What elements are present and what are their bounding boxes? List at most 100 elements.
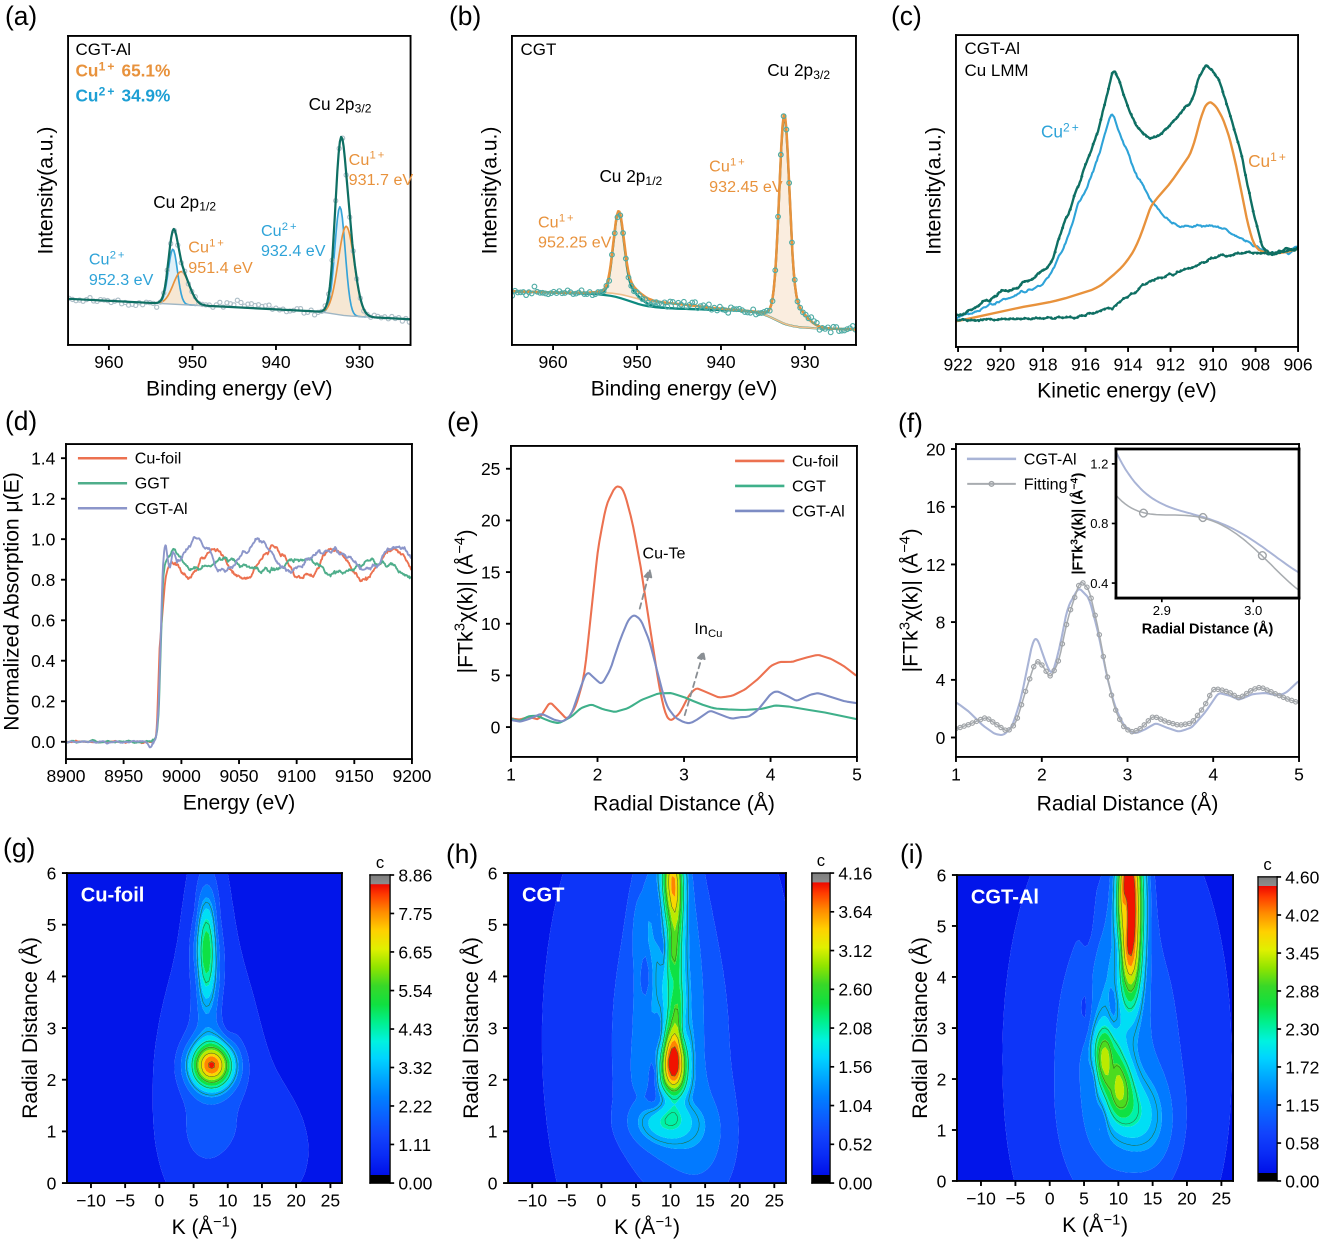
svg-text:918: 918 [1028,354,1057,374]
svg-text:6.65: 6.65 [398,942,432,962]
svg-text:Fitting: Fitting [1024,476,1068,494]
svg-text:Intensity(a.u.): Intensity(a.u.) [922,127,945,255]
svg-text:(a): (a) [5,1,37,31]
svg-text:950: 950 [622,352,651,372]
svg-text:−10: −10 [517,1190,547,1210]
svg-text:9150: 9150 [335,766,374,786]
svg-text:Cu-foil: Cu-foil [135,450,182,468]
svg-text:20: 20 [481,511,501,531]
svg-text:914: 914 [1113,354,1142,374]
svg-text:5: 5 [937,916,947,936]
svg-text:4.60: 4.60 [1285,867,1319,887]
svg-text:20: 20 [926,439,946,459]
svg-text:0: 0 [154,1190,164,1210]
svg-text:916: 916 [1071,354,1100,374]
svg-text:CGT: CGT [522,885,565,907]
svg-text:0.8: 0.8 [1090,516,1108,531]
svg-text:| F T k: | F T k χ ( k ) | ( Å ) 3 − 4 [890,523,923,673]
svg-text:Normalized Absorption μ(E): Normalized Absorption μ(E) [0,472,23,731]
svg-text:8: 8 [936,612,946,632]
svg-text:906: 906 [1283,354,1312,374]
svg-text:1.15: 1.15 [1285,1095,1319,1115]
svg-text:−10: −10 [76,1190,106,1210]
svg-text:0.6: 0.6 [31,611,55,631]
svg-text:CGT-Al: CGT-Al [792,503,845,521]
svg-text:4: 4 [488,967,498,987]
svg-text:15: 15 [1143,1188,1162,1208]
svg-text:C u 1 +: C u 1 + [1248,141,1286,172]
svg-text:C u 1 +: C u 1 + [709,146,745,177]
svg-text:0: 0 [491,717,501,737]
svg-text:9050: 9050 [220,766,259,786]
svg-text:3: 3 [937,1018,947,1038]
svg-text:3: 3 [1123,764,1133,784]
svg-text:GGT: GGT [135,475,170,493]
svg-text:6: 6 [488,863,498,883]
svg-text:0.0: 0.0 [31,732,56,752]
svg-text:16: 16 [926,497,945,517]
svg-text:1.04: 1.04 [838,1096,872,1116]
svg-text:CGT: CGT [792,478,826,496]
svg-text:20: 20 [1177,1188,1197,1208]
svg-text:25: 25 [765,1190,784,1210]
svg-text:c: c [1263,855,1271,874]
svg-text:(d): (d) [5,406,37,436]
svg-text:C u 2 +: C u 2 + [1041,111,1079,142]
svg-text:Cu-foil: Cu-foil [792,453,839,471]
svg-text:4: 4 [937,967,947,987]
svg-text:9100: 9100 [277,766,316,786]
svg-text:25: 25 [481,459,500,479]
svg-text:1: 1 [47,1122,57,1142]
svg-text:1.2: 1.2 [31,489,55,509]
svg-text:25: 25 [321,1190,340,1210]
svg-text:960: 960 [538,352,567,372]
svg-text:0.00: 0.00 [398,1173,432,1193]
svg-text:−5: −5 [557,1190,577,1210]
svg-text:Radial Distance (Å): Radial Distance (Å) [1142,620,1274,637]
svg-text:922: 922 [943,354,972,374]
svg-text:C u 2: C u 2 p 1 / 2 [599,162,662,190]
svg-text:(e): (e) [447,407,479,437]
svg-text:C u 6: C u 6 5 . 1 % 1 + [76,51,176,82]
svg-text:C u 3: C u 3 4 . 9 % 2 + [76,75,176,106]
svg-text:0: 0 [47,1173,57,1193]
svg-text:0: 0 [937,1171,947,1191]
svg-text:K ( Å: K ( Å ) − 1 [614,1206,685,1239]
svg-text:C u 2: C u 2 p 3 / 2 [309,90,372,118]
svg-text:4.02: 4.02 [1285,905,1319,925]
svg-text:5: 5 [488,915,498,935]
svg-text:1.0: 1.0 [31,530,56,550]
svg-text:1.2: 1.2 [1090,457,1108,472]
svg-text:4: 4 [47,967,57,987]
svg-text:910: 910 [1198,354,1227,374]
svg-text:1: 1 [937,1120,947,1140]
svg-text:C u 2: C u 2 p 1 / 2 [153,188,216,216]
svg-text:2.22: 2.22 [398,1096,432,1116]
svg-text:| F T k: | F T k χ ( k ) | ( Å ) 3 − 4 [1058,467,1088,574]
svg-text:0: 0 [936,728,946,748]
svg-text:952.25 eV: 952.25 eV [538,234,612,252]
svg-text:CGT-Al: CGT-Al [965,39,1021,58]
svg-text:Intensity(a.u.): Intensity(a.u.) [35,127,58,255]
svg-text:940: 940 [261,352,290,372]
svg-text:951.4 eV: 951.4 eV [188,259,253,277]
svg-text:3.64: 3.64 [838,902,872,922]
svg-text:(g): (g) [3,833,35,863]
svg-text:CGT-Al: CGT-Al [971,886,1039,908]
svg-text:8900: 8900 [47,766,86,786]
svg-text:| F T k: | F T k χ ( k ) | ( Å ) 3 − 4 [445,524,478,674]
svg-text:2.30: 2.30 [1285,1019,1319,1039]
svg-text:932.4 eV: 932.4 eV [261,242,326,260]
svg-text:Radial Distance (Å): Radial Distance (Å) [19,937,42,1119]
svg-text:930: 930 [790,352,819,372]
svg-text:0.58: 0.58 [1285,1133,1319,1153]
svg-text:920: 920 [986,354,1015,374]
svg-text:15: 15 [695,1190,714,1210]
svg-text:5: 5 [491,666,501,686]
svg-text:960: 960 [94,352,123,372]
svg-text:0: 0 [597,1190,607,1210]
svg-text:0: 0 [1045,1188,1055,1208]
svg-text:10: 10 [1109,1188,1129,1208]
svg-text:K ( Å: K ( Å ) − 1 [1062,1204,1133,1237]
svg-text:5.54: 5.54 [398,981,432,1001]
